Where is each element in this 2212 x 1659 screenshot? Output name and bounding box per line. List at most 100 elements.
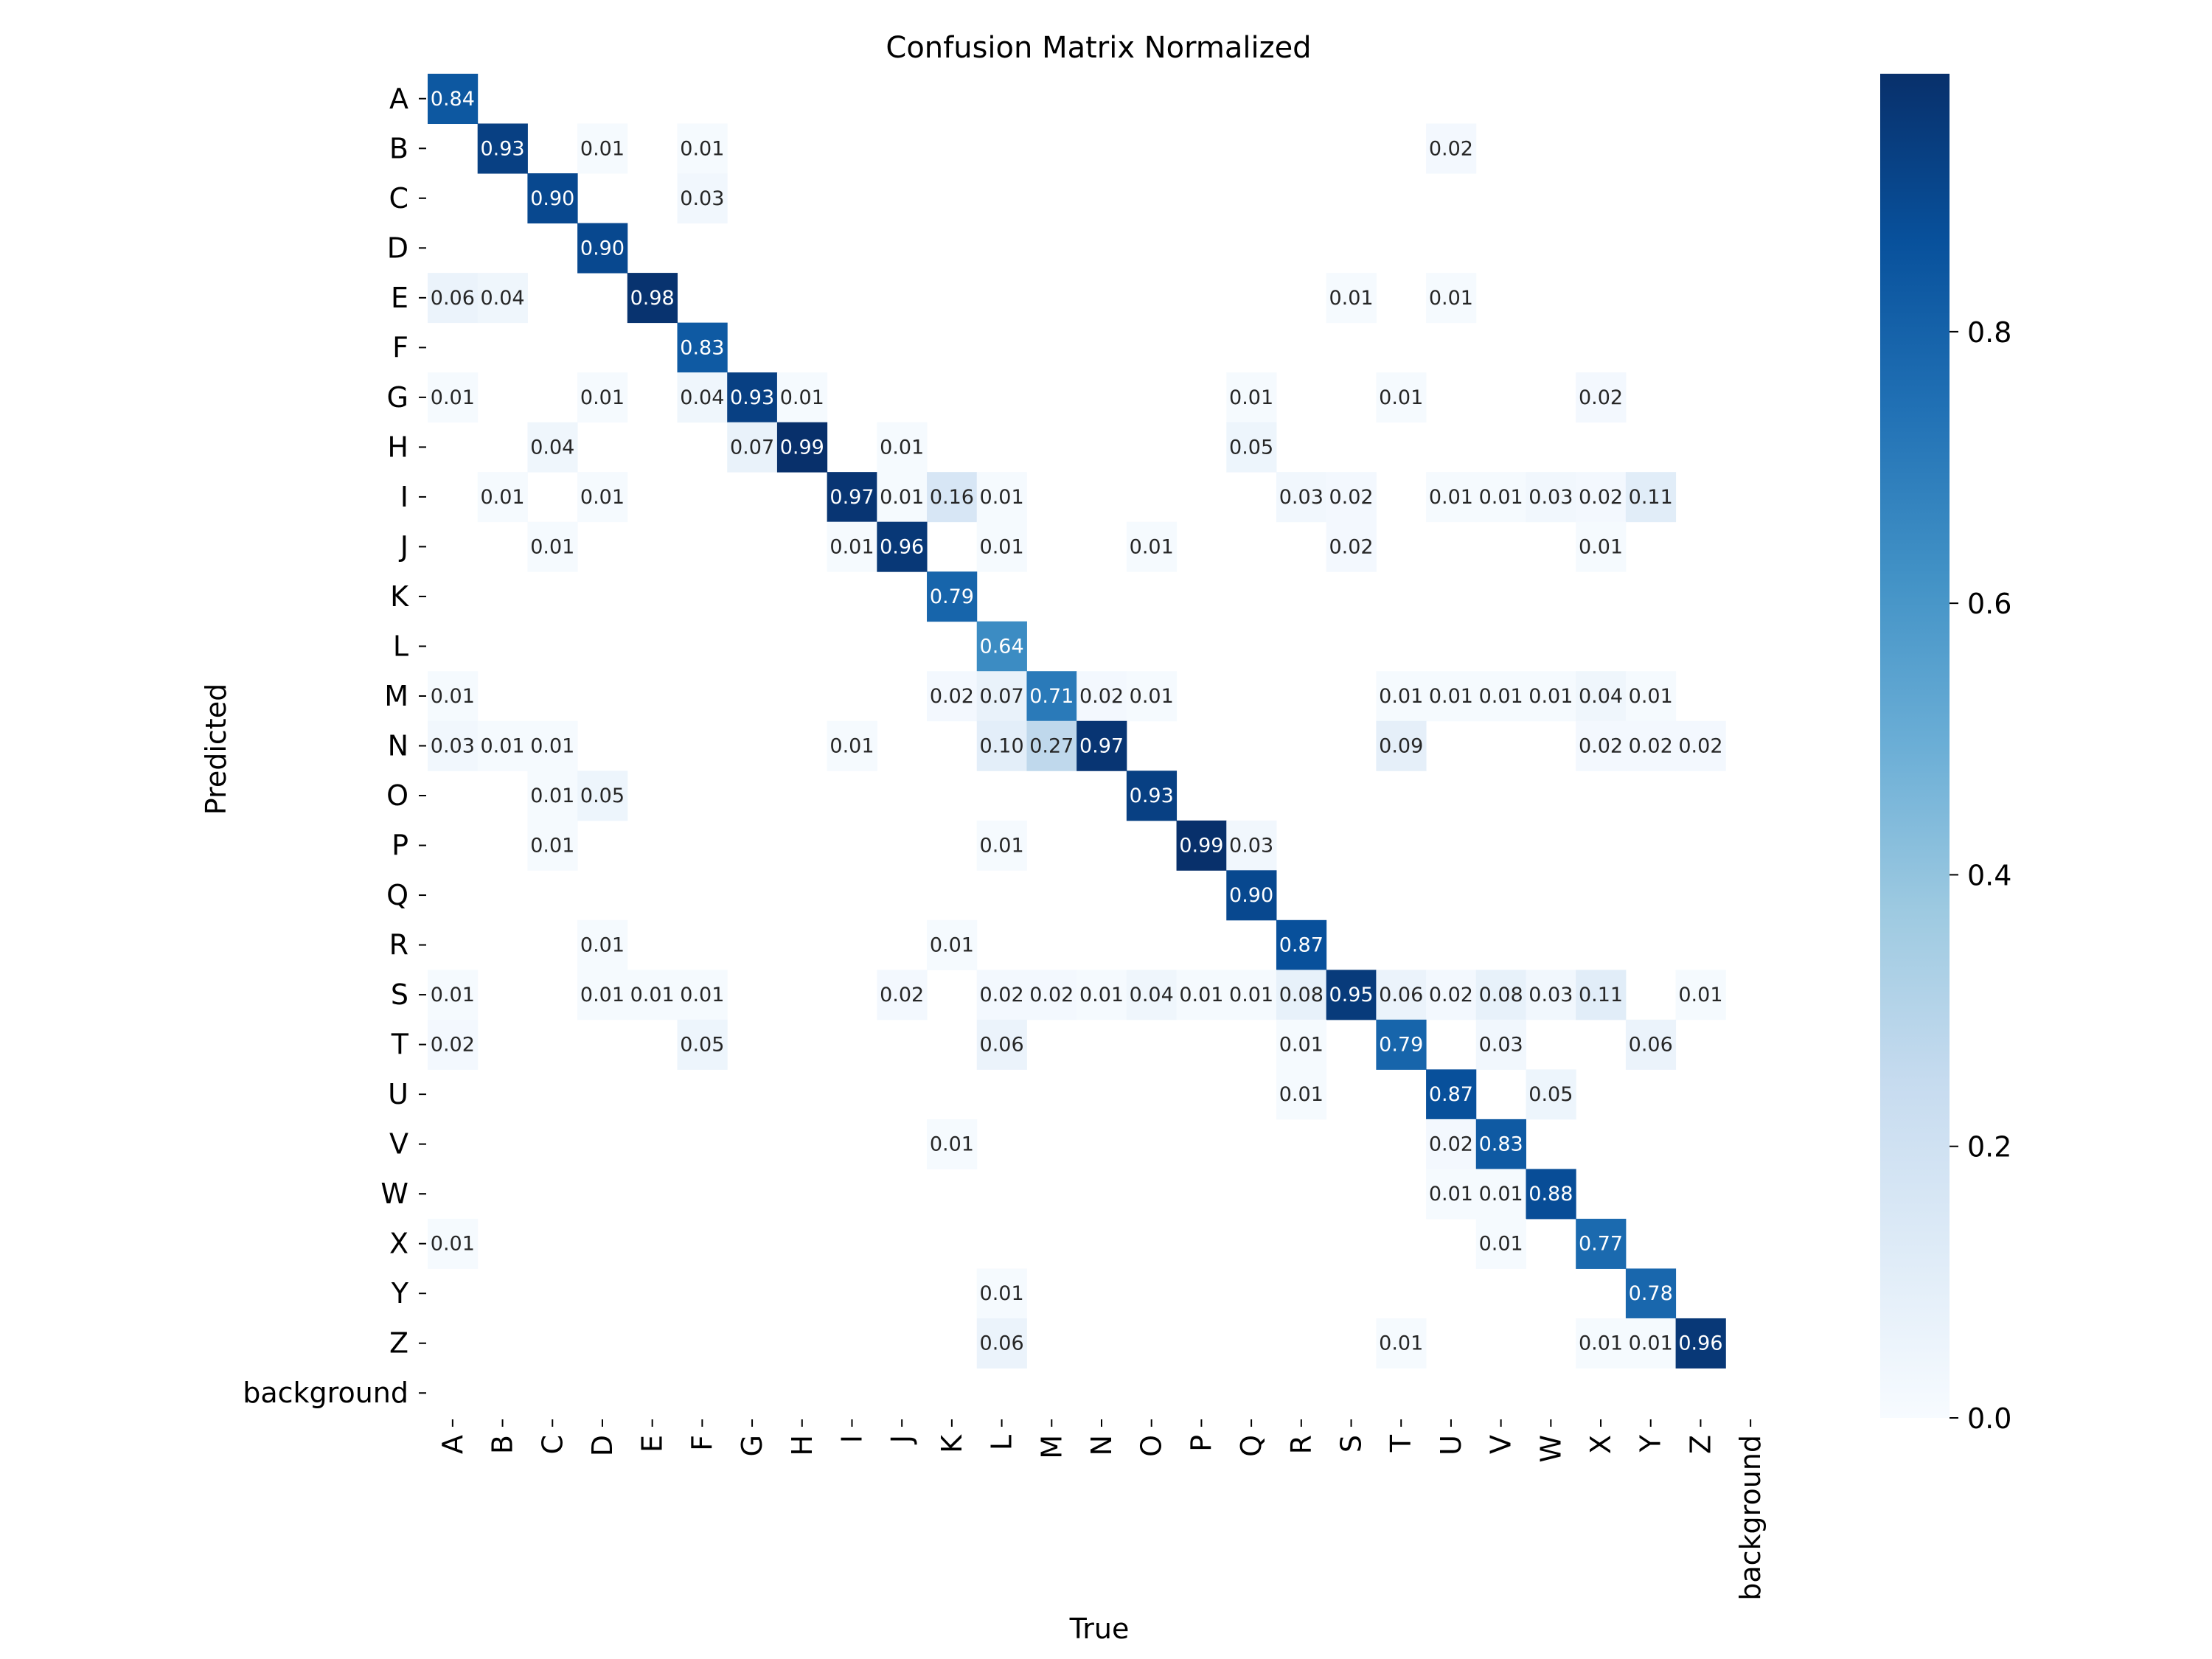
cell-value-label: 0.02: [1579, 386, 1623, 409]
cell-value-label: 0.93: [480, 137, 524, 160]
heatmap-cell: [1077, 671, 1127, 722]
heatmap-cell: [1376, 970, 1427, 1020]
cell-value-label: 0.01: [1130, 535, 1174, 558]
heatmap-cell: [1077, 720, 1127, 771]
y-tick-label: P: [392, 830, 408, 862]
heatmap-cell: [976, 970, 1027, 1020]
heatmap-cell: [477, 720, 528, 771]
x-tick-label: C: [536, 1435, 568, 1455]
x-tick-label: P: [1185, 1435, 1217, 1452]
heatmap-cell: [1276, 1069, 1327, 1120]
y-tick-label: A: [389, 83, 408, 115]
colorbar-tick-label: 0.4: [1967, 859, 2011, 891]
heatmap-cell: [976, 820, 1027, 871]
heatmap-cells: 0.840.93 0.01 0.01 0.020.90 0.030.900.06 0.04…: [428, 74, 1726, 1368]
heatmap-cell: [577, 919, 628, 970]
cell-value-label: 0.01: [1479, 486, 1523, 509]
y-tick-label: V: [389, 1128, 408, 1161]
cell-value-label: 0.78: [1629, 1282, 1673, 1305]
heatmap-cell: [527, 720, 578, 771]
cell-value-label: 0.03: [1279, 486, 1324, 509]
y-tick-label: Q: [386, 879, 408, 911]
x-tick-label: A: [437, 1435, 469, 1454]
heatmap-cell: [677, 123, 728, 174]
y-tick-label: L: [393, 630, 408, 662]
heatmap-cell: [1026, 720, 1077, 771]
cell-value-label: 0.02: [1079, 685, 1124, 708]
heatmap-cell: [1276, 1019, 1327, 1070]
cell-value-label: 0.88: [1528, 1183, 1573, 1206]
cell-value-label: 0.01: [530, 535, 574, 558]
heatmap-cell: [776, 372, 828, 423]
heatmap-cell: [428, 74, 479, 125]
x-tick-label: G: [736, 1435, 768, 1456]
heatmap-cell: [1326, 521, 1377, 572]
cell-value-label: 0.06: [431, 287, 475, 310]
heatmap-cell: [976, 1318, 1027, 1368]
heatmap-cell: [527, 521, 578, 572]
heatmap-cell: [577, 123, 628, 174]
cell-value-label: 0.95: [1329, 984, 1373, 1006]
x-tick-label: L: [986, 1435, 1018, 1450]
cell-value-label: 0.03: [680, 187, 724, 210]
cell-value-label: 0.90: [530, 187, 574, 210]
cell-value-label: 0.04: [1130, 984, 1174, 1006]
cell-value-label: 0.01: [630, 984, 675, 1006]
cell-value-label: 0.01: [431, 1233, 475, 1256]
cell-value-label: 0.97: [1079, 735, 1124, 758]
x-tick-label: W: [1534, 1435, 1567, 1463]
cell-value-label: 0.01: [1629, 1332, 1673, 1355]
cell-value-label: 0.01: [1179, 984, 1223, 1006]
x-tick-label: T: [1385, 1434, 1417, 1453]
x-tick-label: Z: [1684, 1435, 1717, 1454]
cell-value-label: 0.01: [1079, 984, 1124, 1006]
heatmap-cell: [1426, 970, 1477, 1020]
cell-value-label: 0.02: [930, 685, 974, 708]
heatmap-cell: [1576, 720, 1627, 771]
heatmap-cell: [577, 970, 628, 1020]
heatmap-cell: [1625, 1019, 1677, 1070]
cell-value-label: 0.06: [1379, 984, 1423, 1006]
heatmap-cell: [1576, 472, 1627, 523]
cell-value-label: 0.06: [980, 1332, 1024, 1355]
y-tick-label: S: [391, 978, 408, 1011]
y-tick-label: N: [388, 730, 408, 762]
y-tick-label: X: [389, 1228, 408, 1260]
heatmap-cell: [1576, 521, 1627, 572]
x-tick-label: S: [1335, 1435, 1368, 1453]
cell-value-label: 0.01: [830, 535, 874, 558]
cell-value-label: 0.01: [1479, 1233, 1523, 1256]
cell-value-label: 0.02: [1629, 735, 1673, 758]
cell-value-label: 0.06: [980, 1034, 1024, 1057]
cell-value-label: 0.04: [530, 436, 574, 459]
y-tick-label: O: [386, 779, 408, 812]
x-tick-label: I: [835, 1435, 868, 1443]
heatmap-cell: [1426, 123, 1477, 174]
x-tick-label: U: [1435, 1435, 1467, 1455]
cell-value-label: 0.11: [1629, 486, 1673, 509]
heatmap-cell: [477, 472, 528, 523]
heatmap-cell: [577, 372, 628, 423]
cell-value-label: 0.97: [830, 486, 874, 509]
cell-value-label: 0.01: [930, 934, 974, 957]
cell-value-label: 0.02: [1429, 137, 1473, 160]
heatmap-cell: [1126, 970, 1178, 1020]
heatmap-cell: [1226, 422, 1277, 473]
colorbar-tick-label: 0.8: [1967, 316, 2011, 349]
cell-value-label: 0.01: [530, 835, 574, 858]
heatmap-cell: [877, 422, 928, 473]
heatmap-cell: [1426, 472, 1477, 523]
cell-value-label: 0.79: [1379, 1034, 1423, 1057]
colorbar: [1880, 74, 1950, 1418]
cell-value-label: 0.96: [1678, 1332, 1722, 1355]
cell-value-label: 0.02: [1579, 735, 1623, 758]
x-tick-label: N: [1085, 1435, 1118, 1455]
x-tick-label: Y: [1635, 1434, 1667, 1453]
chart-title: Confusion Matrix Normalized: [886, 31, 1311, 65]
cell-value-label: 0.01: [580, 934, 625, 957]
heatmap-cell: [677, 1019, 728, 1070]
heatmap-cell: [677, 372, 728, 423]
y-tick-label: K: [390, 580, 409, 613]
